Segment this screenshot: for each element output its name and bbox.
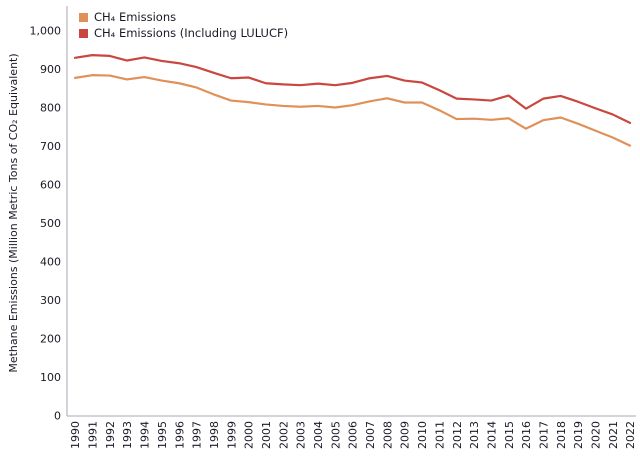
x-tick-label: 2007 (364, 421, 377, 449)
y-tick-label: 0 (54, 410, 61, 423)
x-tick-label: 1990 (69, 421, 82, 449)
x-tick-label: 2000 (243, 421, 256, 449)
x-tick-label: 1991 (87, 421, 100, 449)
x-tick-label: 2013 (468, 421, 481, 449)
chart-legend: CH₄ Emissions CH₄ Emissions (Including LU… (79, 10, 289, 43)
x-tick-label: 1992 (104, 421, 117, 449)
x-tick-label: 2011 (433, 421, 446, 449)
x-tick-label: 2006 (347, 421, 360, 449)
legend-swatch-icon (79, 12, 88, 22)
x-tick-label: 2021 (607, 421, 620, 449)
x-tick-label: 1997 (191, 421, 204, 449)
legend-label: CH₄ Emissions (Including LULUCF) (94, 26, 289, 40)
legend-label: CH₄ Emissions (94, 10, 177, 24)
x-tick-label: 2009 (399, 421, 412, 449)
y-tick-label: 200 (40, 333, 61, 346)
x-tick-label: 2020 (589, 421, 602, 449)
y-tick-label: 900 (40, 63, 61, 76)
x-tick-label: 2005 (329, 421, 342, 449)
y-tick-label: 100 (40, 371, 61, 384)
y-tick-label: 1,000 (30, 25, 62, 38)
x-tick-label: 2022 (624, 421, 637, 449)
x-tick-label: 2001 (260, 421, 273, 449)
x-tick-label: 2010 (416, 421, 429, 449)
x-tick-label: 1993 (121, 421, 134, 449)
y-tick-label: 400 (40, 256, 61, 269)
y-tick-label: 700 (40, 140, 61, 153)
x-tick-label: 2008 (381, 421, 394, 449)
y-tick-label: 600 (40, 179, 61, 192)
x-tick-label: 1996 (173, 421, 186, 449)
series-line-0 (73, 74, 632, 147)
x-tick-label: 2018 (555, 421, 568, 449)
x-tick-label: 2014 (485, 421, 498, 449)
x-tick-label: 2002 (277, 421, 290, 449)
x-tick-label: 1994 (139, 421, 152, 449)
x-tick-label: 1999 (225, 421, 238, 449)
x-tick-label: 2015 (503, 421, 516, 449)
x-tick-label: 2016 (520, 421, 533, 449)
legend-item-1: CH₄ Emissions (Including LULUCF) (79, 26, 289, 40)
x-tick-label: 2004 (312, 421, 325, 449)
legend-swatch-icon (79, 28, 88, 38)
x-tick-label: 2017 (537, 421, 550, 449)
y-axis-title: Methane Emissions (Million Metric Tons o… (7, 53, 20, 373)
x-tick-label: 1995 (156, 421, 169, 449)
y-tick-label: 300 (40, 294, 61, 307)
y-tick-label: 800 (40, 102, 61, 115)
x-tick-label: 1998 (208, 421, 221, 449)
y-tick-label: 500 (40, 217, 61, 230)
legend-item-0: CH₄ Emissions (79, 10, 288, 24)
x-tick-label: 2012 (451, 421, 464, 449)
x-tick-label: 2003 (295, 421, 308, 449)
x-tick-label: 2019 (572, 421, 585, 449)
series-line-1 (73, 54, 632, 125)
